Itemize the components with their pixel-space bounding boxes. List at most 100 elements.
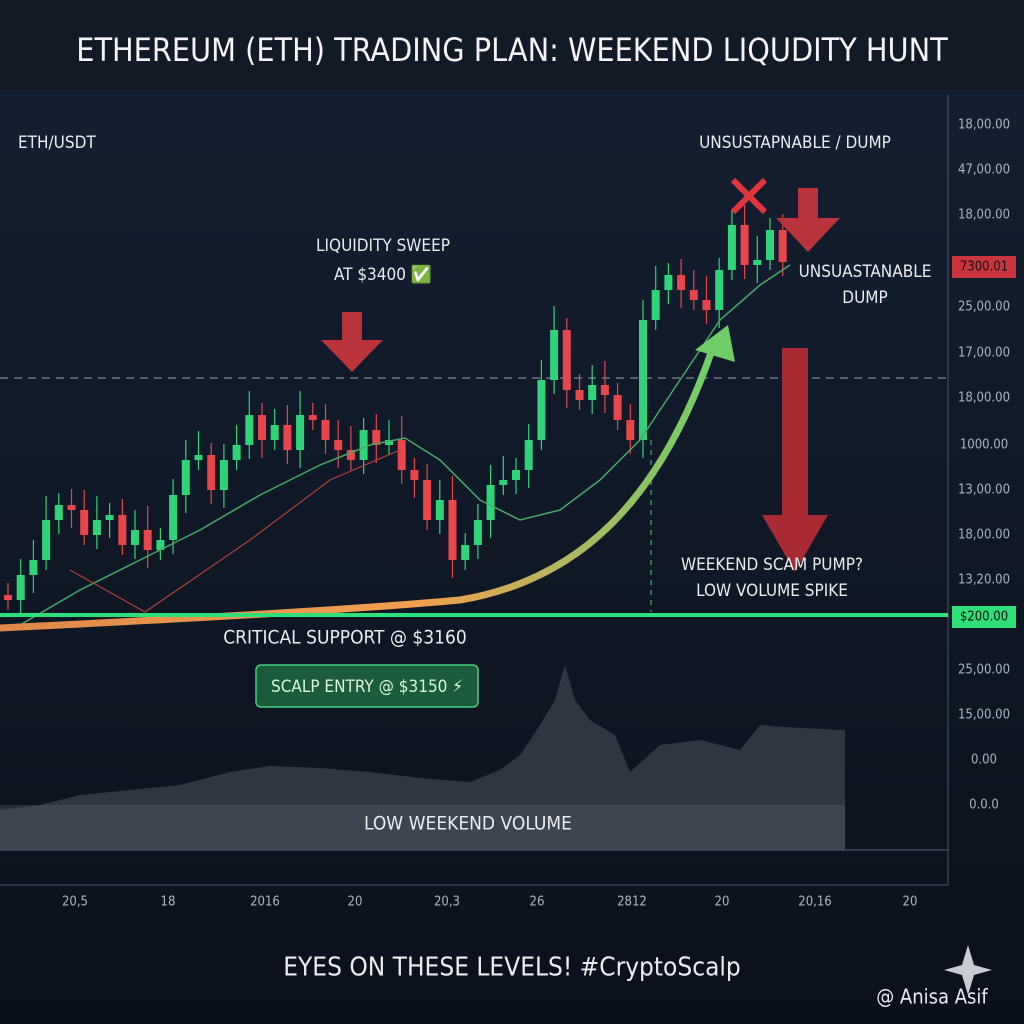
y-tick-label: 0.0.0	[969, 798, 999, 813]
candle	[499, 480, 508, 485]
x-tick-label: 2812	[617, 895, 647, 910]
price-tag	[952, 256, 1016, 278]
candle	[92, 520, 101, 535]
candles	[4, 205, 787, 614]
y-tick-label: 25,00.00	[958, 300, 1010, 315]
candle	[613, 395, 622, 420]
candle	[588, 385, 597, 400]
y-tick-label: 17,00.00	[958, 346, 1010, 361]
candle	[105, 515, 114, 520]
annotation: DUMP	[842, 288, 887, 308]
candle	[664, 275, 673, 290]
annotation: WEEKEND SCAM PUMP?	[681, 555, 863, 575]
candle	[169, 495, 178, 540]
volume-area	[0, 665, 845, 850]
candle	[727, 225, 736, 270]
y-tick-label: 18,00.00	[958, 208, 1010, 223]
annotation: CRITICAL SUPPORT @ $3160	[223, 627, 467, 649]
candle	[54, 505, 63, 520]
candle	[321, 420, 330, 440]
candle	[194, 455, 203, 460]
candle	[600, 385, 609, 395]
candle	[385, 440, 393, 445]
candle	[448, 500, 457, 560]
x-tick-label: 20	[903, 895, 918, 910]
candle	[575, 390, 584, 400]
candle	[689, 290, 698, 300]
entry-label: SCALP ENTRY @ $3150 ⚡	[271, 677, 463, 697]
candle	[270, 425, 279, 440]
y-tick-label: 7300.01	[960, 260, 1008, 275]
y-tick-label: 18,00.00	[958, 391, 1010, 406]
y-tick-label: 47,00.00	[958, 163, 1010, 178]
arrow-head	[695, 325, 735, 362]
candle	[740, 225, 749, 265]
candle	[181, 460, 190, 495]
candle	[512, 470, 520, 480]
candle	[423, 480, 432, 520]
y-tick-label: 13,20.00	[958, 573, 1010, 588]
annotation: UNSUSTAPNABLE / DUMP	[699, 133, 891, 153]
x-tick-label: 20	[715, 895, 730, 910]
entry-button	[255, 664, 479, 708]
candle	[677, 275, 686, 290]
sparkle-icon	[944, 945, 992, 995]
candle	[207, 455, 216, 490]
pair-label: ETH/USDT	[18, 133, 96, 153]
footer-slogan: EYES ON THESE LEVELS! #CryptoScalp	[283, 953, 741, 983]
candle	[131, 530, 139, 545]
candle	[639, 320, 647, 440]
title-bar	[0, 0, 1024, 90]
candle	[308, 415, 317, 420]
trend-line	[69, 449, 401, 613]
candle	[562, 330, 571, 390]
y-tick-label: 18,00.00	[958, 528, 1010, 543]
y-tick-label: 15,00.00	[958, 708, 1010, 723]
candle	[537, 380, 546, 440]
annotation: UNSUASTANABLE	[799, 262, 932, 282]
title: ETHEREUM (ETH) TRADING PLAN: WEEKEND LIQ…	[76, 31, 948, 69]
candle	[245, 415, 254, 445]
annotation: LIQUIDITY SWEEP	[316, 236, 450, 256]
candle	[626, 420, 635, 440]
candle	[156, 540, 165, 550]
y-tick-label: 25,00.00	[958, 663, 1010, 678]
candle	[486, 485, 495, 520]
candle	[80, 510, 89, 535]
candle	[702, 300, 711, 310]
y-tick-label: 18,00.00	[958, 118, 1010, 133]
down-arrow	[776, 188, 840, 252]
candle	[753, 260, 762, 265]
annotation: LOW WEEKEND VOLUME	[364, 813, 572, 835]
moving-average	[19, 264, 791, 626]
candle	[67, 505, 76, 510]
candle	[766, 230, 774, 260]
candle	[397, 440, 406, 470]
candle	[651, 290, 660, 320]
y-tick-label: 1000.00	[960, 438, 1008, 453]
x-tick-label: 2016	[250, 895, 280, 910]
candle	[143, 530, 152, 550]
y-tick-label: 13,00.00	[958, 483, 1010, 498]
candle	[42, 520, 51, 560]
candle	[372, 430, 381, 445]
candle	[473, 520, 482, 545]
x-tick-label: 26	[530, 895, 545, 910]
candle	[410, 470, 419, 480]
candle	[461, 545, 470, 560]
candle	[435, 500, 444, 520]
x-tick-label: 20,3	[434, 895, 460, 910]
candle	[16, 575, 25, 600]
down-arrow	[321, 312, 383, 372]
pump-curve	[0, 348, 716, 632]
candle	[334, 440, 343, 450]
candle	[715, 270, 724, 310]
candle	[359, 430, 368, 460]
author: @ Anisa Asif	[876, 985, 988, 1009]
y-tick-label: $200.00	[960, 610, 1008, 625]
candle	[258, 415, 266, 440]
candle	[219, 460, 228, 490]
candle	[550, 330, 559, 380]
